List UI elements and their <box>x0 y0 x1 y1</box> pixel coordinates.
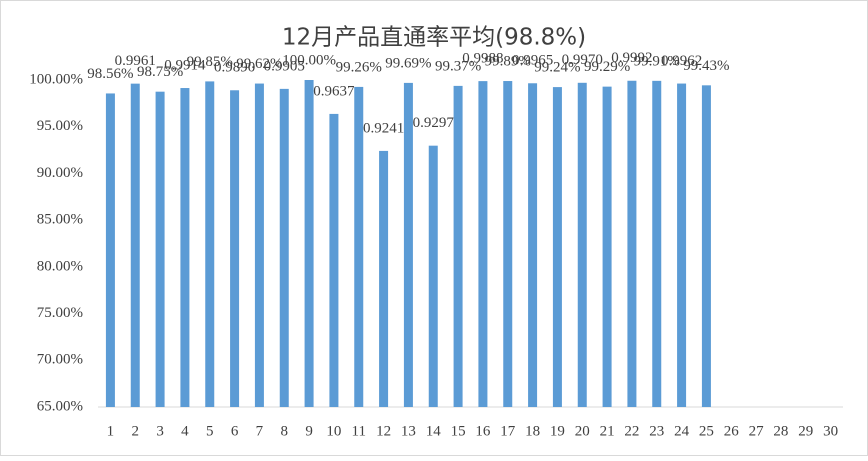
bar <box>329 113 339 407</box>
x-tick-label: 25 <box>699 423 714 439</box>
bar <box>652 80 662 408</box>
x-tick-label: 24 <box>674 423 690 439</box>
value-label: 100.00% <box>282 52 336 68</box>
bar <box>677 83 687 407</box>
bar <box>428 145 438 407</box>
chart-title: 12月产品直通率平均(98.8%) <box>282 25 586 51</box>
y-tick-label: 95.00% <box>37 118 83 134</box>
bar <box>701 85 711 407</box>
x-tick-label: 2 <box>132 423 140 439</box>
bar <box>279 88 289 407</box>
bar <box>354 86 364 408</box>
bar <box>304 80 314 407</box>
value-label: 98.56% <box>87 66 133 82</box>
x-tick-label: 11 <box>352 423 366 439</box>
x-tick-label: 16 <box>475 423 491 439</box>
x-tick-label: 6 <box>231 423 239 439</box>
y-tick-label: 80.00% <box>37 258 83 274</box>
value-label: 0.9241 <box>363 120 404 136</box>
bar <box>552 87 562 407</box>
value-label: 99.89% <box>485 53 531 69</box>
value-label: 99.26% <box>336 59 382 75</box>
x-tick-label: 19 <box>550 423 565 439</box>
bar <box>577 82 587 407</box>
value-label: 0.9961 <box>115 53 156 69</box>
x-tick-label: 15 <box>451 423 466 439</box>
x-tick-label: 17 <box>500 423 516 439</box>
x-tick-label: 3 <box>156 423 164 439</box>
x-tick-label: 1 <box>107 423 115 439</box>
value-label: 99.62% <box>236 56 282 72</box>
value-label: 99.69% <box>385 55 431 71</box>
value-label: 0.9905 <box>264 58 305 74</box>
value-label: 99.24% <box>534 60 580 76</box>
x-tick-label: 14 <box>426 423 442 439</box>
bar <box>379 150 389 407</box>
value-label: 99.37% <box>435 58 481 74</box>
bar <box>130 83 140 408</box>
x-tick-label: 30 <box>823 423 838 439</box>
bar <box>453 85 463 408</box>
bar <box>105 93 115 408</box>
bar <box>478 81 488 407</box>
x-tick-label: 18 <box>525 423 540 439</box>
x-tick-label: 29 <box>798 423 813 439</box>
bar <box>180 88 190 408</box>
x-tick-label: 5 <box>206 423 214 439</box>
y-tick-label: 85.00% <box>37 212 83 228</box>
value-label: 0.9962 <box>661 53 702 69</box>
value-label: 99.29% <box>584 59 630 75</box>
value-label: 0.9988 <box>462 51 503 67</box>
bar <box>155 91 165 407</box>
value-label: 0.9914 <box>164 57 206 73</box>
x-tick-label: 26 <box>724 423 740 439</box>
bar <box>254 83 264 407</box>
bar <box>205 81 215 407</box>
y-tick-label: 70.00% <box>37 352 83 368</box>
x-tick-label: 23 <box>649 423 664 439</box>
x-tick-label: 20 <box>575 423 590 439</box>
value-label: 0.9637 <box>313 83 355 99</box>
x-tick-label: 8 <box>281 423 289 439</box>
y-tick-label: 65.00% <box>37 398 83 414</box>
bar <box>627 80 637 407</box>
value-label: 99.91% <box>634 53 680 69</box>
y-tick-label: 75.00% <box>37 305 83 321</box>
x-tick-label: 4 <box>181 423 189 439</box>
bar <box>503 81 513 408</box>
bar <box>602 86 612 408</box>
bar <box>403 82 413 407</box>
x-tick-label: 12 <box>376 423 391 439</box>
y-tick-label: 90.00% <box>37 165 83 181</box>
value-label: 0.9992 <box>611 50 652 66</box>
x-tick-label: 22 <box>624 423 639 439</box>
x-tick-label: 21 <box>600 423 615 439</box>
bar <box>528 83 538 408</box>
value-label: 0.9970 <box>562 52 603 68</box>
x-tick-label: 7 <box>256 423 264 439</box>
value-label: 99.43% <box>683 58 729 74</box>
value-label: 0.9965 <box>512 53 553 69</box>
x-tick-label: 9 <box>305 423 313 439</box>
x-tick-label: 10 <box>326 423 341 439</box>
x-tick-label: 28 <box>773 423 788 439</box>
value-label: 0.9297 <box>413 115 455 131</box>
value-label: 99.85% <box>187 54 233 70</box>
x-tick-label: 27 <box>749 423 765 439</box>
value-label: 0.9890 <box>214 60 255 76</box>
bar <box>230 90 240 407</box>
value-label: 98.75% <box>137 64 183 80</box>
x-tick-label: 13 <box>401 423 416 439</box>
y-tick-label: 100.00% <box>29 71 83 87</box>
